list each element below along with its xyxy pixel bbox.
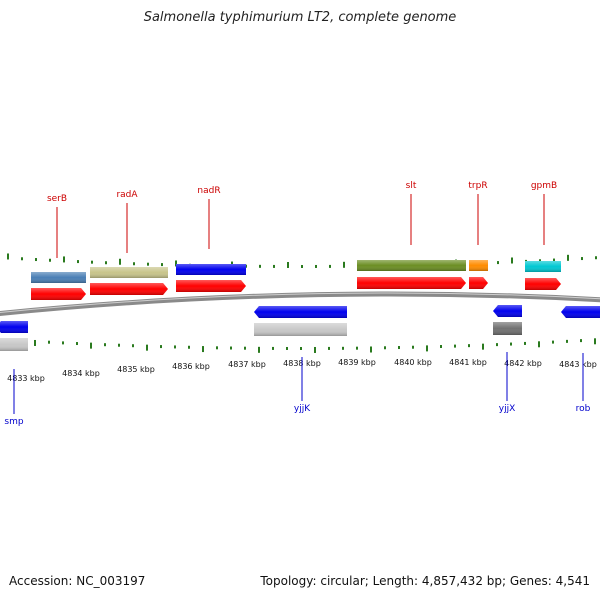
cds-trpr-shade	[469, 277, 488, 289]
gene-label-serb: serB	[47, 194, 67, 204]
gene-yjjx-shade	[493, 322, 522, 335]
accession-text: Accession: NC_003197	[9, 574, 146, 588]
gene-label-yjjk: yjjK	[294, 404, 311, 414]
gene-serb-shade	[31, 272, 86, 283]
cds-serb-shade	[31, 288, 86, 300]
cds-rob-shade	[561, 306, 600, 318]
gene-gpmb-shade	[525, 261, 561, 272]
cds-smp-shade	[0, 321, 28, 333]
gene-trpr-shade	[469, 260, 488, 271]
scale-labels: 4833 kbp 4834 kbp 4835 kbp 4836 kbp 4837 kbp…	[7, 358, 597, 383]
gene-label-slt: slt	[406, 181, 417, 191]
inner-tick-track	[6, 338, 596, 353]
gene-nadr-shade	[176, 264, 246, 275]
gene-yjjk-shade	[254, 323, 347, 336]
gene-label-gpmb: gpmB	[531, 181, 557, 191]
gene-label-rob: rob	[576, 404, 591, 414]
cds-yjjx-shade	[493, 305, 522, 317]
scale-label: 4841 kbp	[449, 358, 487, 367]
genome-summary: Topology: circular; Length: 4,857,432 bp…	[260, 574, 590, 588]
gene-label-smp: smp	[4, 417, 23, 427]
cds-nadr-shade	[176, 280, 246, 292]
scale-label: 4842 kbp	[504, 359, 542, 368]
scale-label: 4840 kbp	[394, 358, 432, 367]
scale-label: 4833 kbp	[7, 374, 45, 383]
scale-label: 4843 kbp	[559, 360, 597, 369]
gene-rada-shade	[90, 267, 168, 278]
genome-backbone	[0, 291, 600, 317]
map-title: Salmonella typhimurium LT2, complete gen…	[143, 10, 457, 25]
gene-label-rada: radA	[116, 190, 138, 200]
gene-labels: serB radA nadR slt trpR gpmB smp yjjK yjjX rob	[4, 181, 590, 427]
cds-rada-shade	[90, 283, 168, 295]
genome-backbone-highlight	[0, 292, 600, 314]
gene-slt-shade	[357, 260, 466, 271]
cds-yjjk-shade	[254, 306, 347, 318]
gene-label-trpr: trpR	[468, 181, 487, 191]
feature-layer	[0, 260, 600, 351]
cds-slt-shade	[357, 277, 466, 289]
scale-label: 4837 kbp	[228, 360, 266, 369]
scale-label: 4836 kbp	[172, 362, 210, 371]
gene-smp-shade	[0, 338, 28, 351]
scale-label: 4834 kbp	[62, 369, 100, 378]
cds-gpmb-shade	[525, 278, 561, 290]
outer-tick-track	[7, 253, 597, 268]
gene-label-nadr: nadR	[197, 186, 220, 196]
scale-label: 4835 kbp	[117, 365, 155, 374]
scale-label: 4839 kbp	[338, 358, 376, 367]
gene-label-yjjx: yjjX	[499, 404, 516, 414]
